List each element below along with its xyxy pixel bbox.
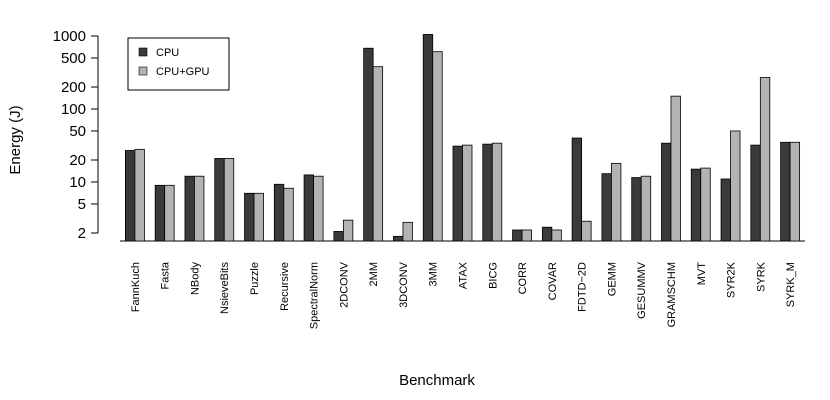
bar-cpu-gpu xyxy=(283,187,294,242)
bar-cpu-gpu xyxy=(164,184,175,242)
x-category-label: FDTD−2D xyxy=(577,262,589,312)
bar-cpu-gpu xyxy=(491,142,503,242)
x-category-label: GEMM xyxy=(606,262,618,296)
bar-cpu-gpu xyxy=(581,220,592,242)
bar-cpu-gpu xyxy=(759,77,771,242)
bar-cpu xyxy=(393,235,404,242)
y-tick-label: 5 xyxy=(78,196,86,213)
bar-cpu-gpu xyxy=(432,51,443,242)
x-category-label: 2DCONV xyxy=(338,261,350,308)
x-category-label: GRAMSCHM xyxy=(666,262,678,327)
x-category-label: BICG xyxy=(487,262,499,289)
bar-cpu xyxy=(512,229,523,242)
bar-cpu xyxy=(154,184,166,242)
bar-cpu xyxy=(750,144,761,242)
x-category-label: Fasta xyxy=(160,261,172,289)
bar-cpu-gpu xyxy=(402,221,413,242)
bar-cpu-gpu xyxy=(313,175,324,242)
bar-cpu-gpu xyxy=(134,148,145,242)
bar-cpu xyxy=(690,168,702,242)
y-axis-title: Energy (J) xyxy=(7,105,24,174)
bar-cpu-gpu xyxy=(730,130,741,242)
x-category-label: FannKuch xyxy=(130,262,142,312)
bar-cpu xyxy=(720,178,731,242)
bar-cpu xyxy=(333,231,344,242)
y-tick-label: 2 xyxy=(78,225,86,242)
x-axis-category-labels: FannKuch Fasta NBody NsieveBits Puzzle Recurs… xyxy=(130,261,797,329)
x-axis-title: Benchmark xyxy=(399,372,475,389)
x-category-label: 2MM xyxy=(368,262,380,286)
legend: CPU CPU+GPU xyxy=(127,37,230,91)
bar-cpu-gpu xyxy=(789,141,801,242)
x-category-label: CORR xyxy=(517,262,529,294)
y-tick-label: 1000 xyxy=(53,28,86,45)
y-tick-label: 100 xyxy=(61,101,86,118)
bar-cpu xyxy=(780,141,791,242)
plot-area xyxy=(120,34,805,242)
x-category-label: SYR2K xyxy=(726,261,738,298)
bar-cpu xyxy=(124,150,136,242)
x-category-label: NBody xyxy=(189,262,201,296)
y-tick-label: 500 xyxy=(61,50,86,67)
legend-label-cpu: CPU xyxy=(156,47,179,59)
x-category-label: MVT xyxy=(696,262,708,286)
bar-cpu-gpu xyxy=(194,175,205,242)
x-category-label: NsieveBits xyxy=(219,262,231,314)
bar-cpu-gpu xyxy=(253,192,264,242)
y-axis: 2 5 10 20 50 100 200 500 1000 xyxy=(53,28,99,242)
bar-cpu xyxy=(571,137,583,242)
x-category-label: GESUMMV xyxy=(636,261,648,319)
x-category-label: Recursive xyxy=(279,262,291,311)
x-category-label: SpectralNorm xyxy=(309,262,321,329)
bar-cpu xyxy=(422,34,434,242)
bar-cpu xyxy=(303,174,314,242)
x-category-label: ATAX xyxy=(458,261,470,289)
legend-box xyxy=(127,37,230,91)
bar-cpu xyxy=(244,192,255,242)
legend-swatch-cpu-gpu xyxy=(138,66,148,76)
bar-cpu-gpu xyxy=(670,95,681,242)
bar-cpu xyxy=(273,183,285,242)
bar-cpu xyxy=(631,177,642,242)
x-category-label: 3DCONV xyxy=(398,261,410,308)
y-tick-label: 200 xyxy=(61,79,86,96)
bar-cpu xyxy=(214,158,225,242)
bar-cpu-gpu xyxy=(640,175,652,242)
bar-cpu-gpu xyxy=(521,229,532,242)
x-category-label: SYRK_M xyxy=(785,262,797,307)
bar-cpu-gpu xyxy=(342,219,354,242)
legend-swatch-cpu xyxy=(138,47,148,57)
bar-cpu-gpu xyxy=(372,66,384,242)
y-tick-label: 20 xyxy=(69,152,86,169)
x-category-label: 3MM xyxy=(428,262,440,286)
bar-cpu xyxy=(482,143,493,242)
bar-cpu xyxy=(452,145,463,242)
bar-cpu-gpu xyxy=(551,229,562,242)
y-tick-label: 10 xyxy=(69,174,86,191)
x-category-label: COVAR xyxy=(547,262,559,300)
bar-cpu xyxy=(601,173,612,242)
bar-cpu-gpu xyxy=(462,144,473,242)
bar-cpu xyxy=(184,175,195,242)
bar-cpu xyxy=(541,226,553,242)
legend-label-cpu-gpu: CPU+GPU xyxy=(156,66,210,78)
x-category-label: SYRK xyxy=(755,261,767,292)
bar-cpu xyxy=(661,142,672,242)
x-category-label: Puzzle xyxy=(249,262,261,295)
bar-cpu-gpu xyxy=(700,167,711,242)
bar-cpu xyxy=(363,47,374,242)
y-tick-label: 50 xyxy=(69,123,86,140)
bar-cpu-gpu xyxy=(223,158,235,242)
bar-cpu-gpu xyxy=(611,162,622,242)
